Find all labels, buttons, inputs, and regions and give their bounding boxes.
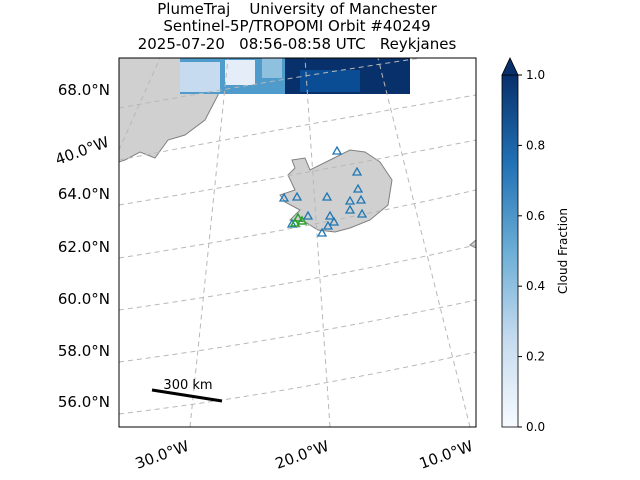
lat-label: 68.0°N [58,81,110,99]
scale-bar [151,388,223,403]
lon-label: 30.0°W [133,437,192,473]
title-line: PlumeTraj University of Manchester [157,0,437,18]
cloud-field [180,58,410,94]
lon-label: 40.0°W [53,133,112,169]
grid-line [119,94,476,161]
lon-label: 20.0°W [273,437,332,473]
scale-bar-label: 300 km [163,378,212,393]
grid-line [189,58,229,427]
coast [469,239,476,249]
lat-label: 56.0°N [58,393,110,411]
grid-line [119,139,476,206]
colorbar-tick-label: 0.6 [526,209,545,223]
volcano-markers [278,145,368,237]
grid-line [119,58,161,151]
grid-line [119,351,476,415]
lat-label: 60.0°N [58,290,110,308]
lat-label: 58.0°N [58,342,110,360]
map-area: 300 km [119,58,476,427]
title-line: 2025-07-20 08:56-08:58 UTC Reykjanes [138,35,457,53]
colorbar-tick-label: 1.0 [526,68,545,82]
grid-line [119,58,425,109]
map-frame [118,57,477,428]
grid-line [304,58,331,427]
grid-line [119,244,476,311]
lon-label: 10.0°W [417,437,476,473]
grid-line [119,189,476,259]
colorbar-extend [501,57,519,76]
lat-label: 64.0°N [58,185,110,203]
lat-label: 62.0°N [58,238,110,256]
colorbar: Cloud Fraction 0.0 0.2 0.4 0.6 0.8 1.0 [501,57,570,434]
title-line: Sentinel-5P/TROPOMI Orbit #40249 [163,17,430,35]
colorbar-body [501,74,519,428]
colorbar-tick-label: 0.4 [526,279,545,293]
lat-labels: 68.0°N 64.0°N 62.0°N 60.0°N 58.0°N 56.0°… [58,81,110,411]
grid-line [377,58,471,427]
colorbar-tick-label: 0.8 [526,138,545,152]
colorbar-tick-label: 0.2 [526,350,545,364]
reykjanes-markers [289,212,308,227]
grid-line [119,299,476,363]
colorbar-tick-label: 0.0 [526,420,545,434]
colorbar-label: Cloud Fraction [556,208,570,294]
